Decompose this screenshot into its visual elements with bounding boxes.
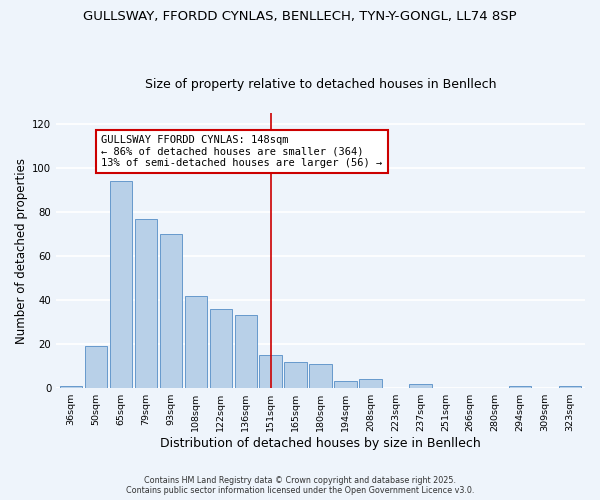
Title: Size of property relative to detached houses in Benllech: Size of property relative to detached ho… [145, 78, 496, 91]
Text: GULLSWAY, FFORDD CYNLAS, BENLLECH, TYN-Y-GONGL, LL74 8SP: GULLSWAY, FFORDD CYNLAS, BENLLECH, TYN-Y… [83, 10, 517, 23]
Text: Contains HM Land Registry data © Crown copyright and database right 2025.
Contai: Contains HM Land Registry data © Crown c… [126, 476, 474, 495]
Bar [284, 362, 307, 388]
Bar [185, 296, 207, 388]
Bar [334, 382, 357, 388]
Bar [235, 316, 257, 388]
Text: GULLSWAY FFORDD CYNLAS: 148sqm
← 86% of detached houses are smaller (364)
13% of: GULLSWAY FFORDD CYNLAS: 148sqm ← 86% of … [101, 135, 382, 168]
Bar [509, 386, 532, 388]
Bar [85, 346, 107, 388]
Bar [409, 384, 431, 388]
Bar [110, 181, 132, 388]
Bar [209, 309, 232, 388]
Bar [60, 386, 82, 388]
Bar [135, 218, 157, 388]
Bar [259, 355, 282, 388]
Bar [160, 234, 182, 388]
Bar [310, 364, 332, 388]
Bar [559, 386, 581, 388]
Bar [359, 380, 382, 388]
X-axis label: Distribution of detached houses by size in Benllech: Distribution of detached houses by size … [160, 437, 481, 450]
Y-axis label: Number of detached properties: Number of detached properties [15, 158, 28, 344]
